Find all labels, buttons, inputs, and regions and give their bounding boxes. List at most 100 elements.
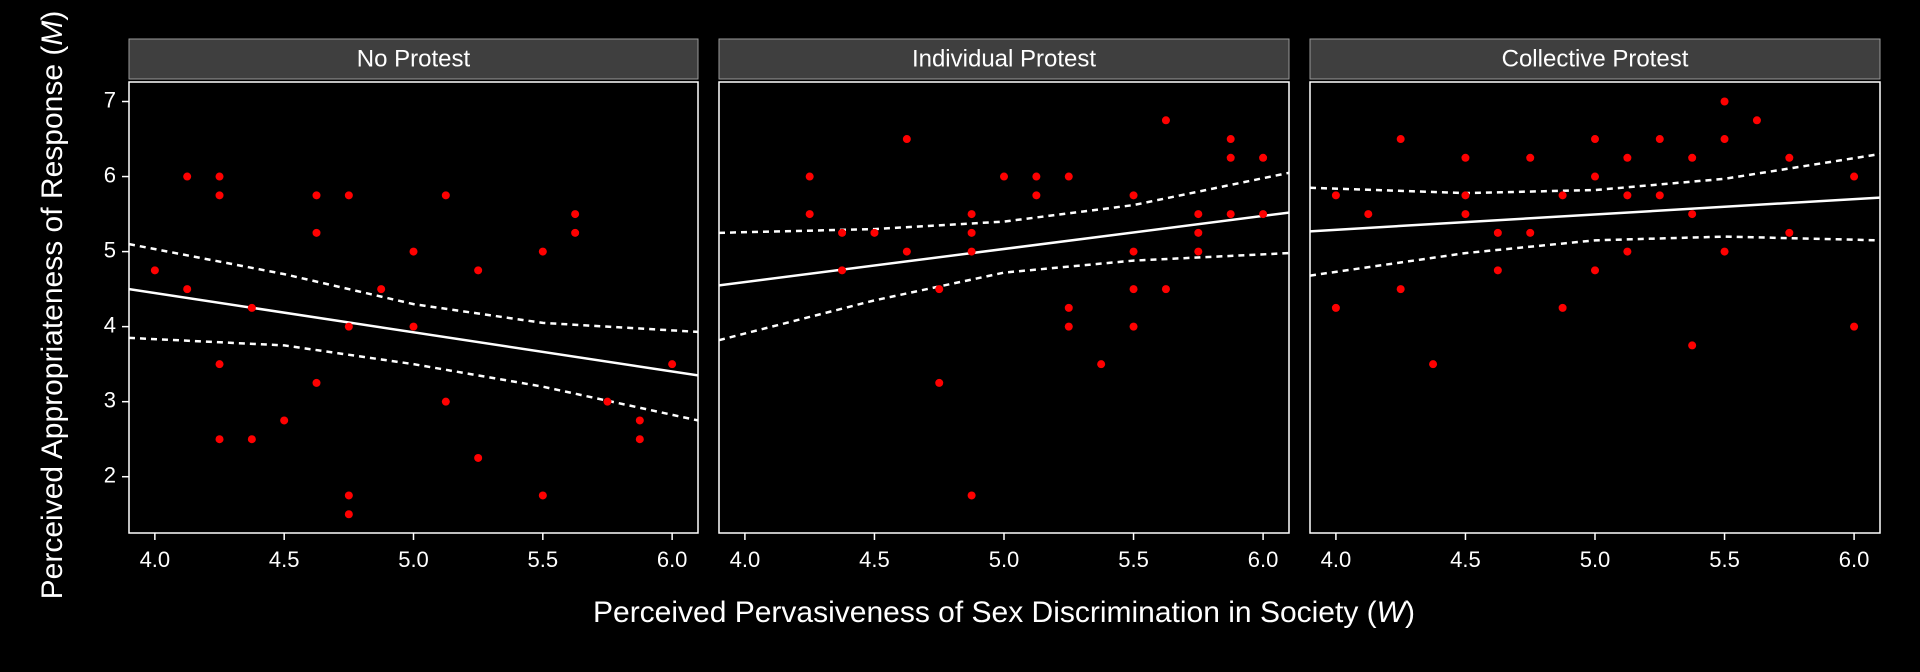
- point: [441, 191, 450, 200]
- x-tick-label: 5.0: [398, 547, 429, 572]
- point: [1161, 116, 1170, 125]
- point: [377, 285, 386, 294]
- point: [150, 266, 159, 275]
- point: [215, 435, 224, 444]
- y-tick-label: 3: [104, 387, 116, 412]
- y-tick-label: 4: [104, 312, 116, 337]
- point: [902, 247, 911, 256]
- x-tick-label: 5.0: [1580, 547, 1611, 572]
- point: [1623, 247, 1632, 256]
- point: [215, 172, 224, 181]
- point: [967, 491, 976, 500]
- point: [1720, 97, 1729, 106]
- x-axis-title-part: ): [1405, 596, 1415, 629]
- point: [635, 435, 644, 444]
- x-tick-label: 5.5: [528, 547, 559, 572]
- point: [1226, 210, 1235, 219]
- point: [247, 303, 256, 312]
- point: [935, 378, 944, 387]
- point: [1000, 172, 1008, 181]
- y-tick-label: 2: [104, 463, 116, 488]
- point: [247, 435, 256, 444]
- ci-lower-line: [719, 251, 1289, 342]
- point: [1129, 322, 1138, 331]
- point: [1259, 210, 1268, 219]
- point: [1655, 135, 1664, 144]
- point: [409, 322, 418, 331]
- point: [838, 266, 847, 275]
- point: [1032, 172, 1041, 181]
- point: [538, 491, 547, 500]
- point: [1461, 210, 1470, 219]
- point: [1129, 191, 1138, 200]
- fit-line: [129, 287, 698, 377]
- point: [1752, 116, 1761, 125]
- point: [902, 135, 911, 144]
- point: [1226, 153, 1235, 162]
- point: [1259, 153, 1268, 162]
- strip-background: [1309, 38, 1881, 80]
- point: [668, 360, 677, 369]
- panel-title: Individual Protest: [912, 45, 1096, 72]
- point: [538, 247, 547, 256]
- fit-line: [719, 211, 1289, 287]
- point: [967, 228, 976, 237]
- point: [1097, 360, 1106, 369]
- point: [1591, 172, 1599, 181]
- panel-border: [1309, 81, 1881, 534]
- point: [1623, 153, 1632, 162]
- x-tick-label: 6.0: [1248, 547, 1279, 572]
- point: [1720, 247, 1729, 256]
- point: [1850, 172, 1859, 181]
- y-axis-title-part: M: [36, 21, 69, 46]
- point: [1526, 228, 1535, 237]
- point: [312, 378, 321, 387]
- point: [183, 285, 192, 294]
- x-tick-label: 5.5: [1118, 547, 1149, 572]
- point: [1129, 247, 1138, 256]
- point: [441, 397, 450, 406]
- point: [1558, 303, 1567, 312]
- x-axis-title: Perceived Pervasiveness of Sex Discrimin…: [593, 596, 1415, 629]
- plot-area: [129, 172, 698, 519]
- point: [312, 191, 321, 200]
- point: [571, 210, 580, 219]
- y-tick-label: 6: [104, 162, 116, 187]
- point: [1785, 228, 1794, 237]
- point: [1526, 153, 1535, 162]
- x-axis-title-part: Perceived Pervasiveness of Sex Discrimin…: [593, 596, 1377, 629]
- point: [1226, 135, 1235, 144]
- y-tick-label: 5: [104, 237, 116, 262]
- point: [1558, 191, 1567, 200]
- point: [1064, 322, 1073, 331]
- ci-upper-line: [129, 242, 698, 334]
- point: [409, 247, 418, 256]
- x-tick-label: 4.5: [859, 547, 890, 572]
- point: [1688, 210, 1697, 219]
- y-axis-title: Perceived Appropriateness of Response (M…: [36, 11, 69, 600]
- point: [1429, 360, 1438, 369]
- point: [1591, 135, 1599, 144]
- ci-lower-line: [129, 336, 698, 422]
- point: [635, 416, 644, 425]
- point: [1331, 303, 1340, 312]
- point: [1364, 210, 1373, 219]
- point: [1194, 210, 1203, 219]
- point: [280, 416, 289, 425]
- point: [1032, 191, 1041, 200]
- point: [805, 210, 814, 219]
- y-tick-label: 7: [104, 87, 116, 112]
- point: [1493, 266, 1502, 275]
- strip-background: [128, 38, 699, 80]
- point: [1461, 191, 1470, 200]
- fit-line: [1310, 196, 1880, 233]
- panel-title: No Protest: [357, 45, 471, 72]
- x-tick-label: 4.5: [269, 547, 300, 572]
- point: [1396, 285, 1405, 294]
- point: [1591, 266, 1599, 275]
- point: [1161, 285, 1170, 294]
- point: [838, 228, 847, 237]
- point: [967, 247, 976, 256]
